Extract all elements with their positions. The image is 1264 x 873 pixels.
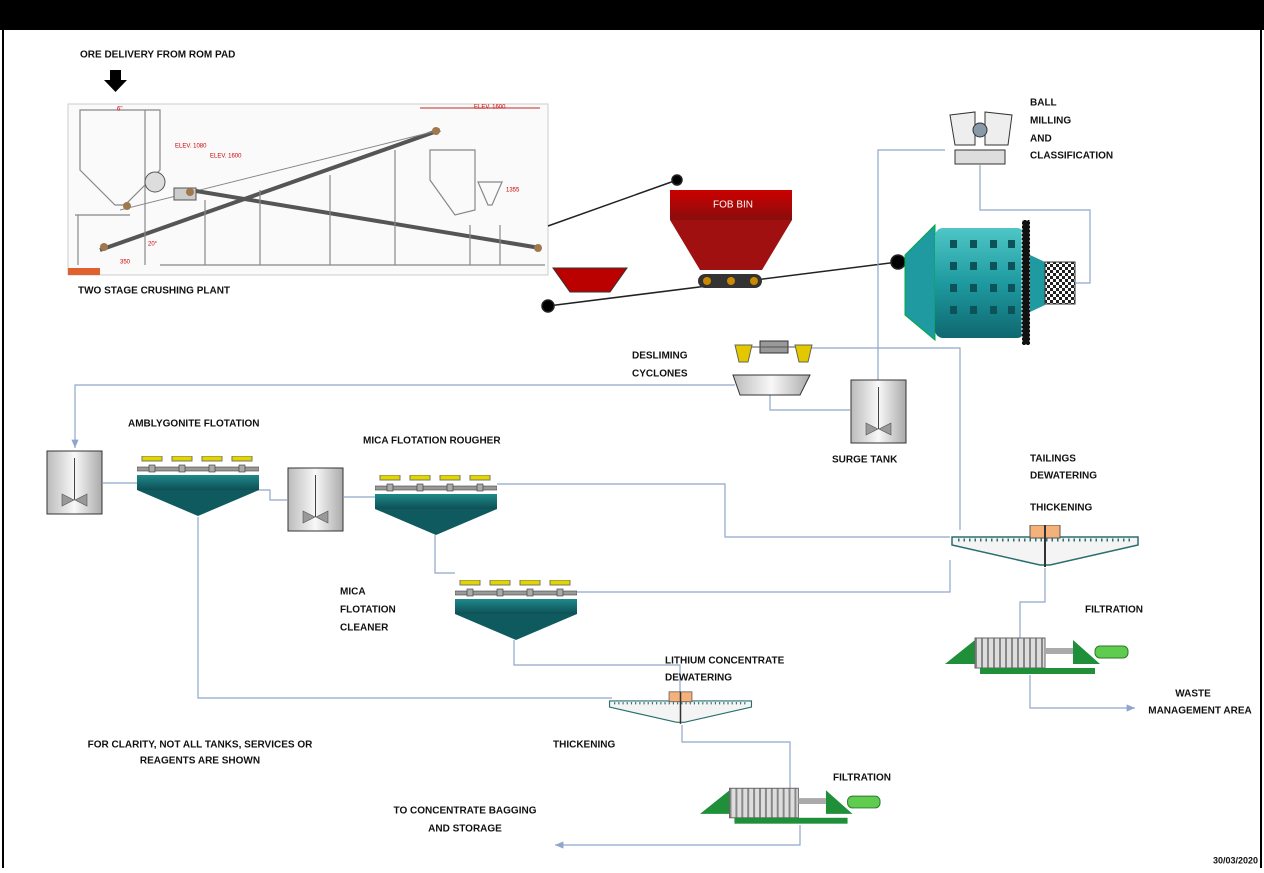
label: ORE DELIVERY FROM ROM PAD [80,50,235,61]
label: MANAGEMENT AREA [1148,706,1252,717]
label: DESLIMING [632,351,688,362]
label: MICA FLOTATION ROUGHER [363,436,501,447]
label: CLEANER [340,623,389,634]
filter [700,787,881,825]
surge-hopper [552,267,628,293]
label: TAILINGS [1030,454,1076,465]
header-bar [0,0,1264,30]
label: AMBLYGONITE FLOTATION [128,419,259,430]
note: REAGENTS ARE SHOWN [140,756,260,767]
ore-arrow [104,70,127,92]
label: DEWATERING [665,673,732,684]
label: FOB BIN [713,200,753,211]
crusher-annotation: ELEV. 1600 [474,105,506,111]
label: FLOTATION [340,605,396,616]
filter [945,637,1129,675]
crusher-annotation: ELEV. 1080 [175,144,207,150]
surge-tank [850,379,907,444]
ball-mill [904,219,1076,346]
label: BALL [1030,98,1057,109]
crusher-annotation: 20° [148,242,158,248]
label: LITHIUM CONCENTRATE [665,656,785,667]
flotation-cell [455,580,577,640]
date: 30/03/2020 [1213,855,1258,865]
label: CLASSIFICATION [1030,151,1113,162]
crushing-plant [67,103,549,276]
label: DEWATERING [1030,471,1097,482]
label: THICKENING [553,740,615,751]
label: FILTRATION [833,773,891,784]
classifier [949,111,1013,165]
conveyor-lines [541,174,906,313]
label: CYCLONES [632,369,688,380]
flotation-cell [375,475,497,535]
flow-lines [71,149,1135,849]
label: TWO STAGE CRUSHING PLANT [78,286,230,297]
crusher-annotation: ELEV. 1600 [210,154,242,160]
label: TO CONCENTRATE BAGGING [394,806,537,817]
desliming-cyclones [732,340,813,396]
crusher-annotation: 6" [117,107,122,113]
flotation-cell [137,456,259,516]
conditioning-tank [46,450,103,515]
label: SURGE TANK [832,455,898,466]
note: FOR CLARITY, NOT ALL TANKS, SERVICES OR [88,740,313,751]
thickener [608,690,753,726]
conditioning-tank [287,467,344,532]
crusher-annotation: 350 [120,260,131,266]
label: MILLING [1030,116,1071,127]
label: MICA [340,587,366,598]
crusher-annotation: 1355 [506,188,520,194]
thickener [950,525,1140,569]
label: THICKENING [1030,503,1092,514]
label: AND STORAGE [428,824,502,835]
fob-bin [670,190,792,288]
label: FILTRATION [1085,605,1143,616]
label: WASTE [1175,689,1211,700]
label: AND [1030,134,1052,145]
